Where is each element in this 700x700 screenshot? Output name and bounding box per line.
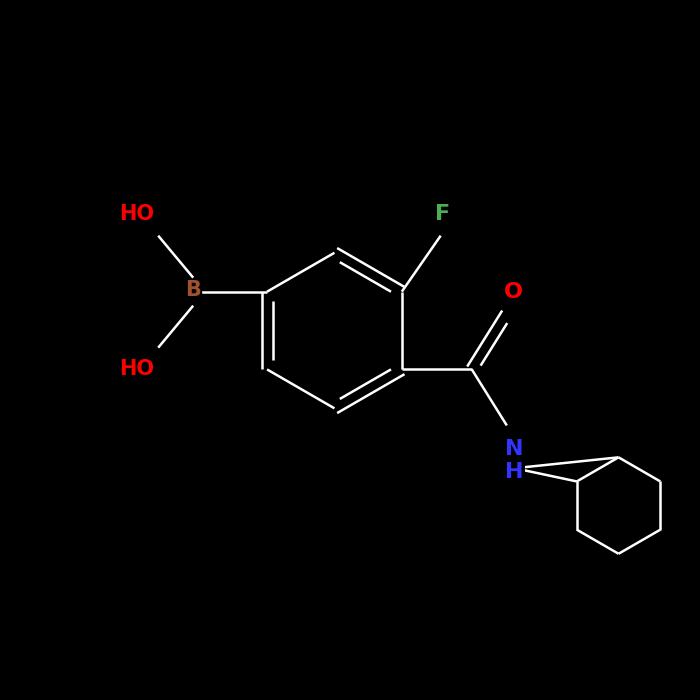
Text: HO: HO <box>119 204 154 224</box>
Text: O: O <box>503 281 522 302</box>
Text: N: N <box>505 439 524 458</box>
Text: HO: HO <box>119 359 154 379</box>
Text: F: F <box>435 204 451 224</box>
Text: B: B <box>186 280 201 300</box>
Text: H: H <box>505 462 524 482</box>
